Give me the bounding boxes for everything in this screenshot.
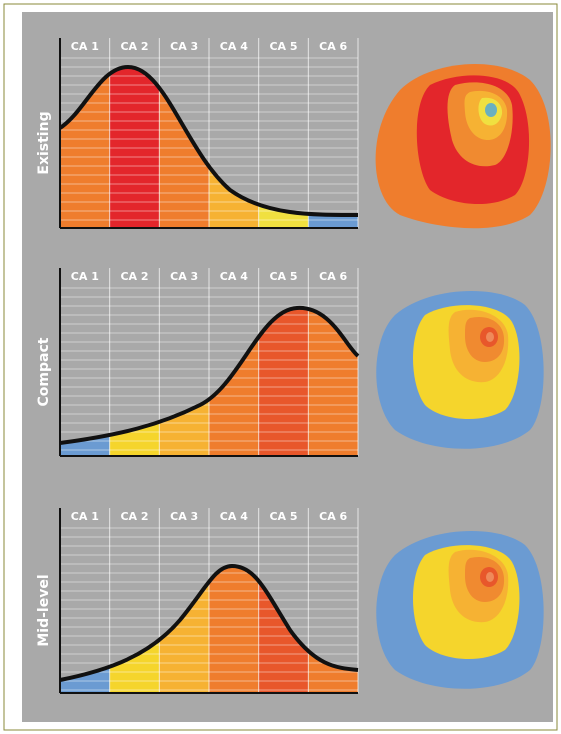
column-fill — [109, 67, 160, 228]
blob-existing — [375, 63, 551, 229]
column-label: CA 2 — [120, 510, 148, 523]
column-label: CA 5 — [269, 510, 297, 523]
curve — [59, 563, 359, 682]
column-label: CA 4 — [220, 510, 248, 523]
column-label: CA 1 — [71, 510, 99, 523]
column-label: CA 6 — [319, 510, 347, 523]
column-label: CA 5 — [269, 40, 297, 53]
curve — [58, 64, 359, 217]
column-label: CA 3 — [170, 510, 198, 523]
column-label: CA 6 — [319, 270, 347, 283]
blob-compact — [376, 291, 544, 449]
panel-label: Compact — [36, 337, 52, 406]
column-label: CA 4 — [220, 270, 248, 283]
column-label: CA 4 — [220, 40, 248, 53]
column-fill — [209, 566, 259, 693]
column-label: CA 3 — [170, 270, 198, 283]
column-fill — [258, 307, 309, 456]
column-label: CA 5 — [269, 270, 297, 283]
column-label: CA 3 — [170, 40, 198, 53]
column-label: CA 1 — [71, 270, 99, 283]
column-label: CA 6 — [319, 40, 347, 53]
column-label: CA 2 — [120, 270, 148, 283]
column-label: CA 1 — [71, 40, 99, 53]
blob-mid-level — [376, 531, 544, 689]
curve — [59, 305, 360, 445]
panel-label: Existing — [36, 111, 52, 174]
panel-label: Mid-level — [36, 574, 52, 646]
column-label: CA 2 — [120, 40, 148, 53]
